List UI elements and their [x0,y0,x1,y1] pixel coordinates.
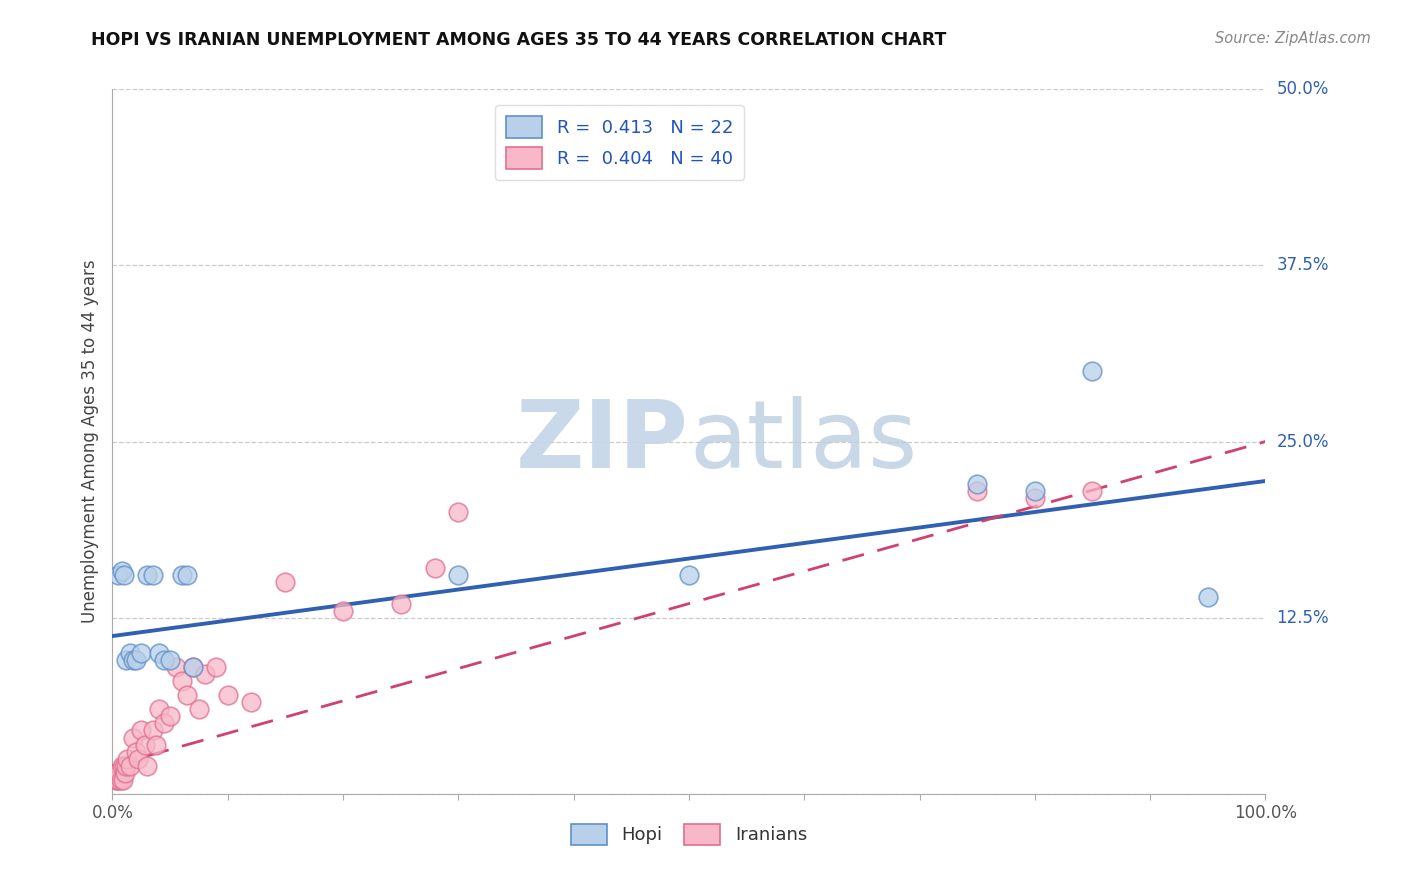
Point [129,646,153,660]
Point [1197,590,1219,604]
Point [181,660,204,674]
Point [205,660,228,674]
Point [148,646,170,660]
Point [425,561,447,575]
Point [122,731,145,745]
Point [111,758,134,772]
Point [111,564,134,578]
Point [136,568,159,582]
Point [176,568,198,582]
Point [678,568,700,582]
Point [145,738,167,752]
Point [159,653,181,667]
Point [104,772,127,787]
Point [148,702,170,716]
Point [136,758,159,772]
Point [107,772,129,787]
Point [1081,483,1104,498]
Point [1081,364,1104,378]
Point [239,695,262,709]
Point [153,716,176,731]
Point [217,688,239,702]
Point [1024,491,1046,505]
Text: atlas: atlas [689,395,917,488]
Point [105,772,128,787]
Point [966,483,988,498]
Point [153,653,176,667]
Point [389,597,412,611]
Legend: Hopi, Iranians: Hopi, Iranians [564,816,814,852]
Text: 25.0%: 25.0% [1277,433,1329,450]
Text: 12.5%: 12.5% [1277,608,1329,627]
Point [134,738,156,752]
Point [1024,483,1046,498]
Point [111,772,134,787]
Point [142,568,165,582]
Text: HOPI VS IRANIAN UNEMPLOYMENT AMONG AGES 35 TO 44 YEARS CORRELATION CHART: HOPI VS IRANIAN UNEMPLOYMENT AMONG AGES … [91,31,946,49]
Point [181,660,204,674]
Point [118,646,141,660]
Point [159,709,181,723]
Point [127,751,149,765]
Point [114,765,136,780]
Text: 50.0%: 50.0% [1277,80,1329,98]
Point [194,667,217,681]
Point [165,660,187,674]
Point [110,772,132,787]
Point [112,758,135,772]
Point [112,568,135,582]
Text: ZIP: ZIP [516,395,689,488]
Point [176,688,198,702]
Point [188,702,211,716]
Point [117,751,139,765]
Point [447,568,470,582]
Point [170,674,193,689]
Text: Source: ZipAtlas.com: Source: ZipAtlas.com [1215,31,1371,46]
Point [124,745,146,759]
Point [142,723,165,738]
Point [274,575,297,590]
Point [115,653,138,667]
Point [124,653,146,667]
Point [332,604,354,618]
Point [108,765,131,780]
Point [122,653,145,667]
Point [170,568,193,582]
Point [118,758,141,772]
Point [447,505,470,519]
Text: 37.5%: 37.5% [1277,256,1329,275]
Point [129,723,153,738]
Y-axis label: Unemployment Among Ages 35 to 44 years: Unemployment Among Ages 35 to 44 years [80,260,98,624]
Point [966,476,988,491]
Point [115,758,138,772]
Point [107,568,129,582]
